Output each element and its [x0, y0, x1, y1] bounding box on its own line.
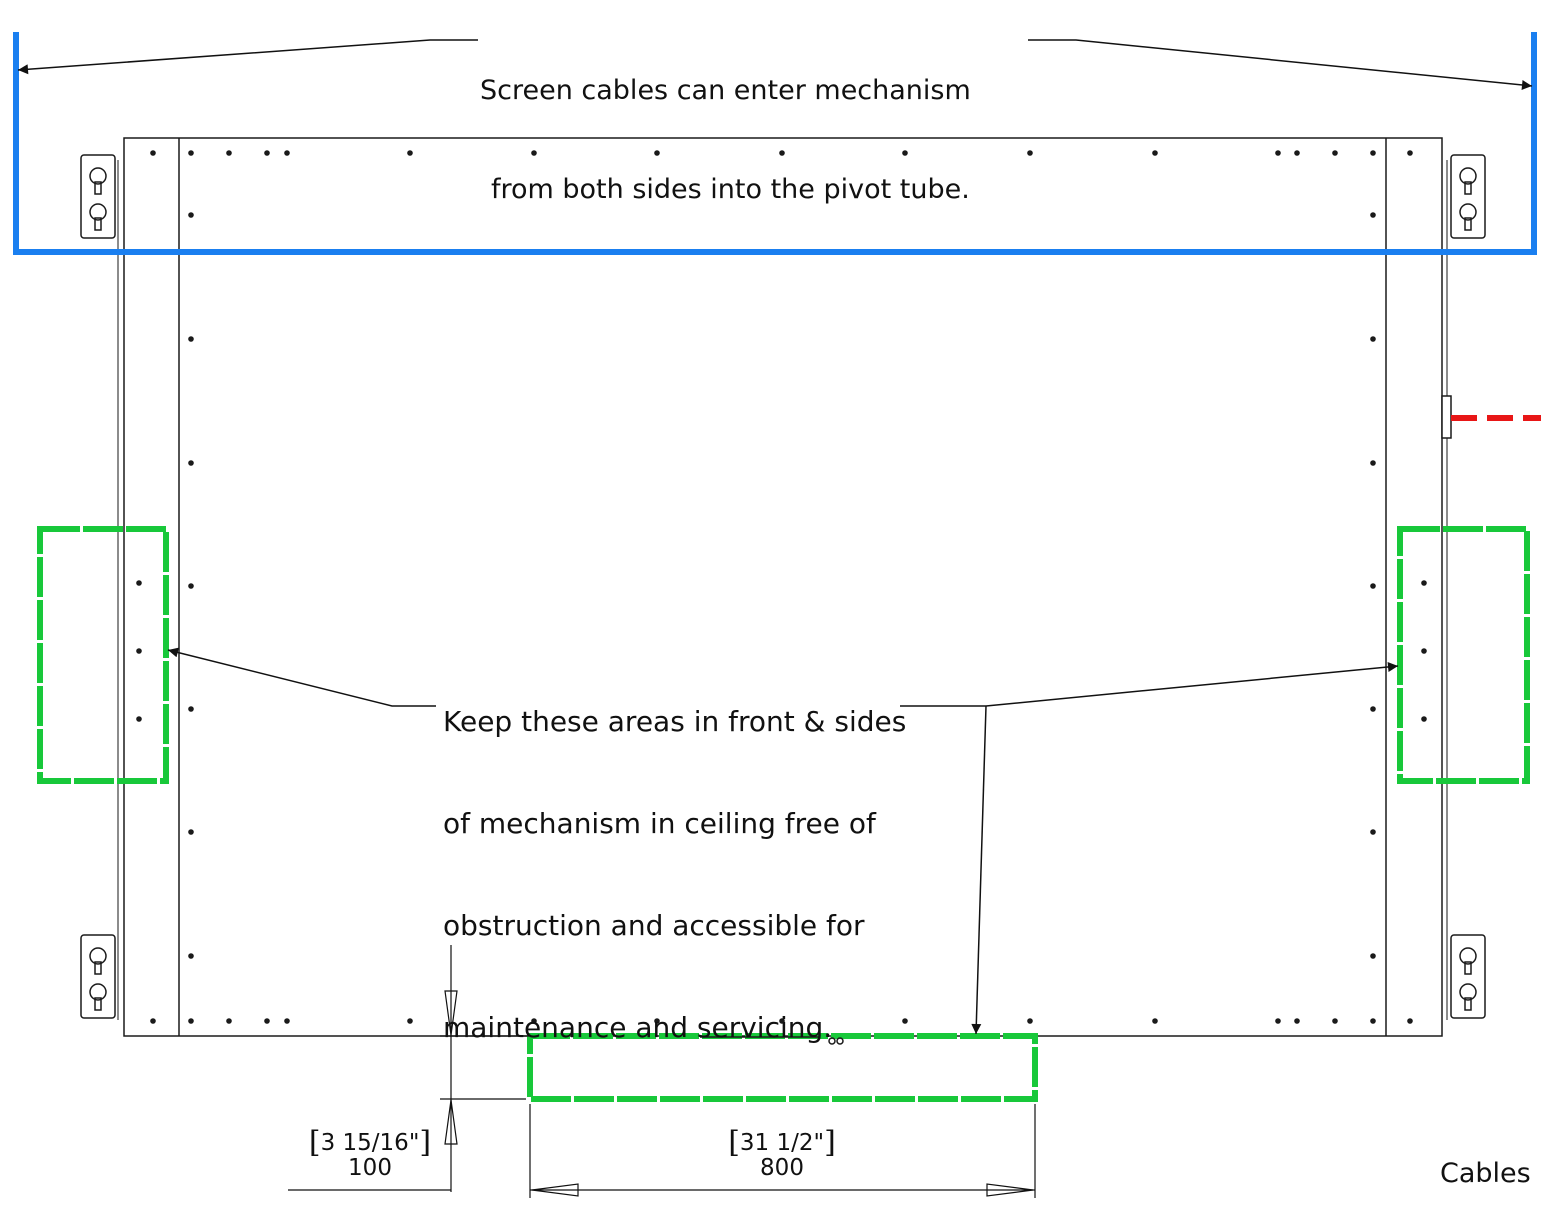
access-note-line4: maintenance and servicing. — [443, 1011, 833, 1044]
depth-imperial: [3 15/16"] — [308, 1125, 432, 1160]
access-zone-right — [1397, 526, 1530, 784]
fastener-dot — [1370, 212, 1376, 218]
mounting-bracket-bottom-right — [1450, 934, 1486, 1019]
fastener-dot — [188, 829, 194, 835]
fastener-dot — [902, 150, 908, 156]
depth-dimension-label: [3 15/16"] 100 — [300, 1125, 440, 1181]
fastener-dot — [407, 1018, 413, 1024]
access-zones — [37, 526, 1530, 1102]
depth-imperial-value: 3 15/16" — [320, 1130, 420, 1156]
access-note-line2: of mechanism in ceiling free of — [443, 807, 876, 840]
fastener-dot — [654, 150, 660, 156]
fastener-dot — [188, 460, 194, 466]
fastener-dot — [188, 336, 194, 342]
fastener-dot — [1407, 1018, 1413, 1024]
fastener-dot — [1152, 150, 1158, 156]
fastener-dot — [1421, 648, 1427, 654]
fastener-dot — [1370, 706, 1376, 712]
fastener-dot — [1370, 336, 1376, 342]
fastener-dot — [1332, 150, 1338, 156]
fastener-dot — [1332, 1018, 1338, 1024]
width-dimension-label: [31 1/2"] 800 — [712, 1125, 852, 1181]
fastener-dot — [188, 150, 194, 156]
cables-top-note: Screen cables can enter mechanism from b… — [480, 8, 971, 272]
depth-metric: 100 — [348, 1155, 392, 1181]
fastener-dot — [1370, 953, 1376, 959]
fastener-dot — [407, 150, 413, 156]
pivot-tube-outline — [13, 32, 1537, 255]
access-zone-left — [37, 526, 169, 784]
cable-lead — [1441, 395, 1541, 439]
mounting-bracket-top-right — [1450, 154, 1486, 239]
fastener-dot — [1370, 829, 1376, 835]
fastener-dot — [1370, 150, 1376, 156]
cables-corner-note: Cables — [1440, 1158, 1531, 1189]
fastener-dot — [779, 1018, 785, 1024]
dimension-width — [529, 1104, 1036, 1198]
fastener-dot — [1152, 1018, 1158, 1024]
fastener-dot — [188, 212, 194, 218]
fastener-dot — [264, 1018, 270, 1024]
dimension-depth — [288, 945, 530, 1192]
fastener-dot — [188, 706, 194, 712]
fastener-dot — [136, 648, 142, 654]
fastener-dot — [1421, 580, 1427, 586]
fastener-dot — [531, 150, 537, 156]
fastener-dot — [1407, 150, 1413, 156]
fastener-dot — [1294, 1018, 1300, 1024]
fastener-dot — [226, 1018, 232, 1024]
cables-top-note-line2: from both sides into the pivot tube. — [490, 174, 970, 205]
width-imperial-value: 31 1/2" — [739, 1130, 825, 1156]
mounting-bracket-top-left — [80, 154, 116, 239]
fastener-dot — [1370, 583, 1376, 589]
fastener-dot — [1421, 716, 1427, 722]
fastener-dot — [1370, 460, 1376, 466]
access-note: Keep these areas in front & sides of mec… — [443, 637, 906, 1113]
fastener-dot — [1027, 1018, 1033, 1024]
width-metric: 800 — [760, 1155, 804, 1181]
cables-top-leaders — [17, 39, 1533, 90]
fastener-dot — [284, 1018, 290, 1024]
cables-top-note-line1: Screen cables can enter mechanism — [480, 75, 971, 106]
fastener-dot — [1294, 150, 1300, 156]
fastener-dot — [136, 580, 142, 586]
access-note-line1: Keep these areas in front & sides — [443, 705, 907, 738]
fastener-dot — [1370, 1018, 1376, 1024]
access-zone-front — [527, 1033, 1038, 1102]
fastener-dot — [136, 716, 142, 722]
fastener-dot — [150, 150, 156, 156]
fastener-dot — [264, 150, 270, 156]
fastener-dot — [902, 1018, 908, 1024]
width-imperial: [31 1/2"] — [728, 1125, 836, 1160]
fastener-dot — [188, 953, 194, 959]
access-note-line3: obstruction and accessible for — [443, 909, 865, 942]
fastener-dot — [188, 583, 194, 589]
mounting-bracket-bottom-left — [80, 934, 116, 1019]
fastener-dot — [284, 150, 290, 156]
fastener-dot — [1027, 150, 1033, 156]
fastener-dot — [226, 150, 232, 156]
fastener-dot — [188, 1018, 194, 1024]
fastener-dot — [150, 1018, 156, 1024]
access-leaders — [167, 647, 1399, 1035]
fastener-dot — [654, 1018, 660, 1024]
fastener-dot — [1275, 1018, 1281, 1024]
fastener-dots — [136, 150, 1427, 1024]
fastener-dot — [779, 150, 785, 156]
fastener-dot — [1275, 150, 1281, 156]
fastener-dot — [531, 1018, 537, 1024]
front-hardware — [700, 1036, 844, 1045]
